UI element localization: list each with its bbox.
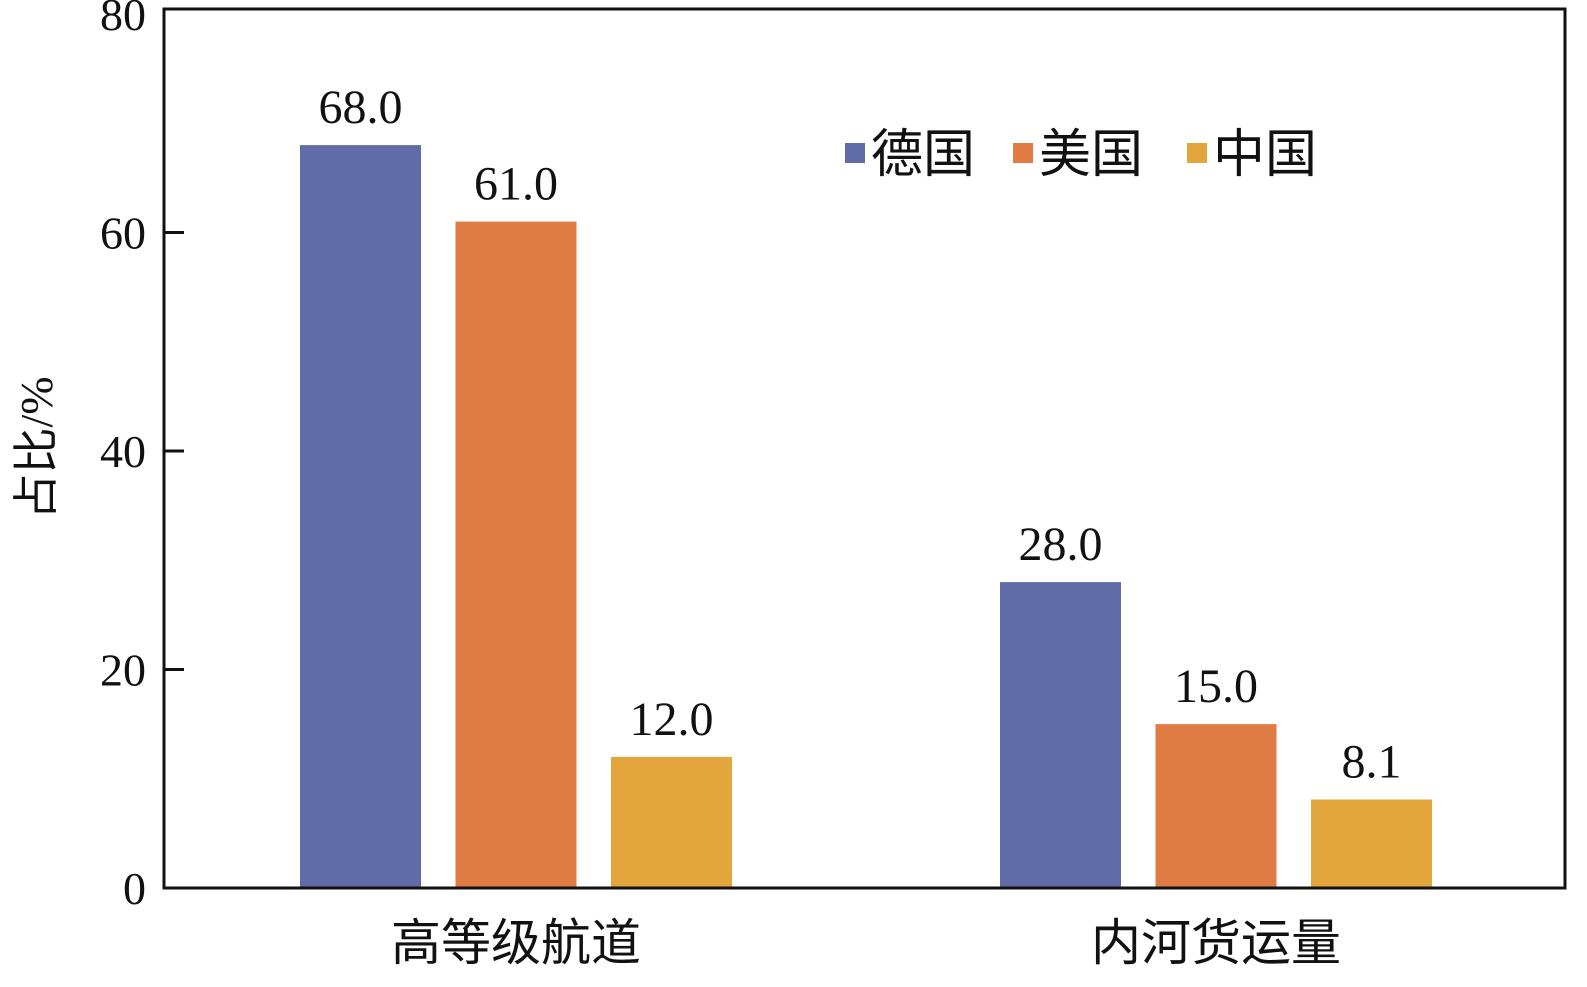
y-tick-label: 60 — [100, 208, 146, 259]
legend-swatch-德国 — [845, 143, 865, 163]
legend-swatch-美国 — [1013, 143, 1033, 163]
data-label: 15.0 — [1174, 660, 1258, 713]
x-tick-label: 高等级航道 — [391, 915, 641, 971]
bar-中国-高等级航道 — [611, 756, 732, 888]
legend: 德国 美国 中国 — [845, 127, 1317, 184]
legend-label: 德国 — [871, 127, 975, 184]
bar-美国-内河货运量 — [1155, 724, 1277, 888]
y-tick-label: 40 — [100, 426, 146, 477]
data-label: 28.0 — [1019, 518, 1103, 571]
plot-frame — [162, 7, 1567, 890]
data-label: 61.0 — [474, 158, 558, 211]
legend-label: 中国 — [1213, 127, 1317, 184]
bar-德国-高等级航道 — [300, 145, 421, 889]
bar-美国-高等级航道 — [455, 221, 577, 888]
bar-中国-内河货运量 — [1311, 799, 1432, 888]
data-label: 12.0 — [630, 693, 714, 746]
y-tick-label: 80 — [100, 0, 146, 40]
x-tick-label: 内河货运量 — [1091, 915, 1341, 971]
y-tick-label: 20 — [100, 645, 146, 696]
legend-label: 美国 — [1039, 127, 1143, 184]
bar-德国-内河货运量 — [1000, 582, 1121, 888]
y-axis-label: 占比/% — [11, 376, 62, 519]
data-label: 8.1 — [1342, 736, 1402, 789]
data-label: 68.0 — [319, 81, 403, 134]
y-tick-label: 0 — [123, 863, 146, 914]
legend-swatch-中国 — [1187, 143, 1207, 163]
